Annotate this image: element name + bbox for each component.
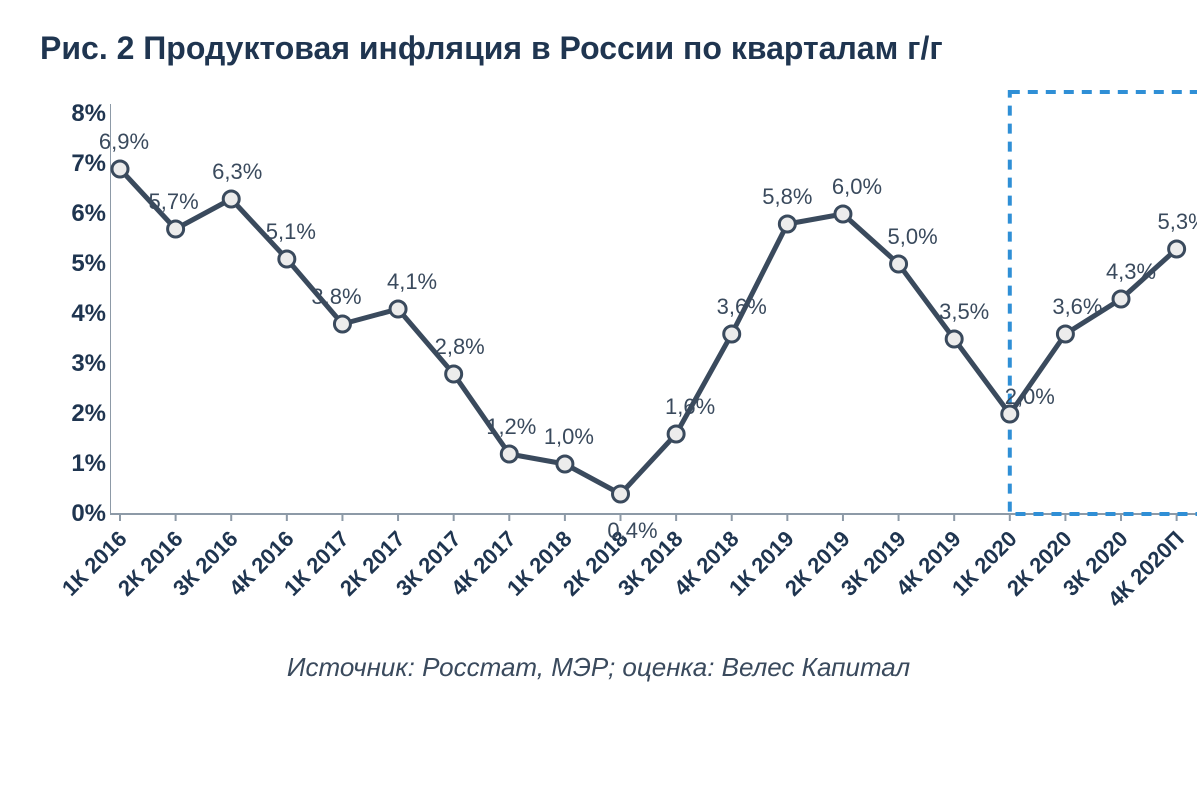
data-label: 5,8% xyxy=(762,184,812,210)
chart-source: Источник: Росстат, МЭР; оценка: Велес Ка… xyxy=(0,652,1197,683)
data-label: 4,1% xyxy=(387,269,437,295)
y-tick-label: 8% xyxy=(71,100,106,128)
data-label: 4,3% xyxy=(1106,259,1156,285)
inflation-chart: 0%1%2%3%4%5%6%7%8%1К 20162К 20163К 20164… xyxy=(110,84,1197,644)
data-label: 5,3% xyxy=(1158,209,1197,235)
y-tick-label: 5% xyxy=(71,250,106,278)
y-tick-label: 6% xyxy=(71,200,106,228)
y-tick-label: 2% xyxy=(71,400,106,428)
data-label: 0,4% xyxy=(607,518,657,544)
y-tick-label: 1% xyxy=(71,450,106,478)
data-label: 6,0% xyxy=(832,174,882,200)
data-label: 5,0% xyxy=(887,224,937,250)
data-label: 5,7% xyxy=(149,189,199,215)
chart-title: Рис. 2 Продуктовая инфляция в России по … xyxy=(40,28,1157,68)
data-label: 1,2% xyxy=(486,414,536,440)
data-label: 3,5% xyxy=(939,299,989,325)
y-tick-label: 3% xyxy=(71,350,106,378)
y-tick-label: 0% xyxy=(71,500,106,528)
data-label: 1,0% xyxy=(544,424,594,450)
data-label: 3,8% xyxy=(311,284,361,310)
data-label: 6,9% xyxy=(99,129,149,155)
data-label: 3,6% xyxy=(1052,294,1102,320)
y-tick-label: 4% xyxy=(71,300,106,328)
data-label: 2,0% xyxy=(1005,384,1055,410)
data-label: 5,1% xyxy=(266,219,316,245)
data-label: 3,6% xyxy=(717,294,767,320)
data-label: 1,6% xyxy=(665,394,715,420)
data-label: 2,8% xyxy=(435,334,485,360)
data-label: 6,3% xyxy=(212,159,262,185)
